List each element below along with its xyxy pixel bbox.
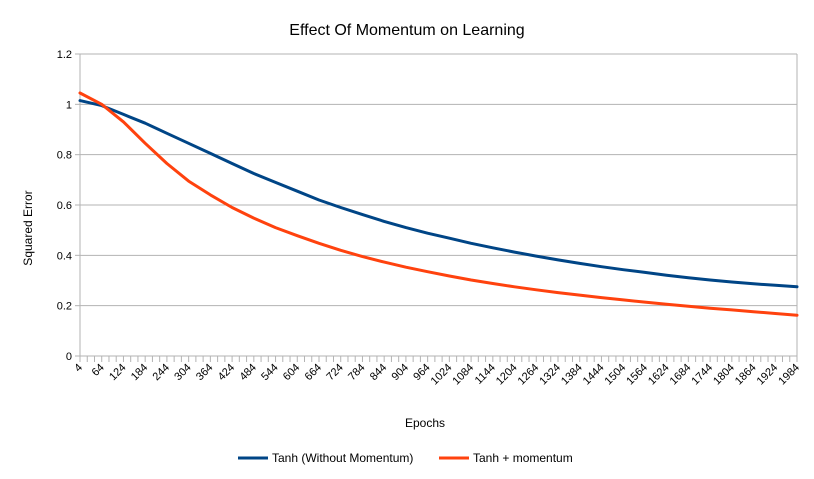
x-tick-label: 124 [107, 362, 128, 383]
x-tick-label: 1084 [450, 362, 476, 388]
series-lines [78, 91, 799, 317]
x-tick-label: 304 [172, 362, 193, 383]
x-tick-label: 724 [324, 362, 345, 383]
series-line-1 [78, 99, 799, 289]
y-tick-label: 0 [66, 351, 72, 363]
y-tick-label: 0.2 [57, 301, 72, 313]
x-tick-label: 484 [237, 362, 258, 383]
x-tick-label: 664 [303, 362, 324, 383]
x-tick-label: 1864 [733, 362, 759, 388]
x-tick-label: 904 [390, 362, 411, 383]
y-axis: 0 0.2 0.4 0.6 0.8 1 1.2 [57, 49, 80, 363]
x-tick-label: 1744 [689, 362, 715, 388]
y-tick-label: 0.6 [57, 200, 72, 212]
x-tick-label: 1204 [494, 362, 520, 388]
legend: Tanh (Without Momentum) Tanh + momentum [238, 451, 573, 465]
x-tick-label: 1384 [559, 362, 585, 388]
y-tick-label: 0.4 [57, 250, 72, 262]
x-tick-label: 1684 [668, 362, 694, 388]
y-tick-label: 1.2 [57, 49, 72, 61]
x-tick-label: 1144 [473, 362, 498, 387]
legend-label-2: Tanh + momentum [473, 451, 573, 465]
x-tick-label: 844 [368, 362, 389, 383]
y-tick-label: 0.8 [57, 150, 72, 162]
x-tick-label: 604 [281, 362, 302, 383]
x-tick-label: 244 [151, 362, 172, 383]
x-tick-label: 364 [194, 362, 215, 383]
x-tick-label: 1984 [776, 362, 802, 388]
x-axis-label: Epochs [405, 416, 445, 430]
x-tick-label: 1324 [537, 362, 563, 388]
x-tick-label: 64 [90, 362, 107, 379]
x-tick-label: 424 [216, 362, 237, 383]
y-tick-label: 1 [66, 99, 72, 111]
x-tick-label: 1564 [624, 362, 650, 388]
legend-label-1: Tanh (Without Momentum) [272, 451, 413, 465]
series-line-2 [78, 91, 799, 317]
x-tick-label: 1924 [755, 362, 781, 388]
x-tick-label: 1024 [429, 362, 455, 388]
x-tick-label: 1264 [516, 362, 542, 388]
x-axis: 4 64 124 184 244 304 364 424 484 544 604 664 724 784 8… [72, 356, 802, 387]
x-tick-label: 544 [259, 362, 280, 383]
y-axis-label: Squared Error [21, 190, 35, 265]
x-tick-label: 184 [129, 362, 150, 383]
x-tick-label: 4 [72, 362, 85, 375]
x-tick-label: 1804 [711, 362, 737, 388]
chart-title: Effect Of Momentum on Learning [289, 22, 524, 39]
x-tick-label: 1624 [646, 362, 672, 388]
x-tick-label: 784 [346, 362, 367, 383]
grid-lines [79, 53, 798, 357]
x-tick-label: 1504 [603, 362, 629, 388]
x-tick-label: 1444 [581, 362, 607, 388]
